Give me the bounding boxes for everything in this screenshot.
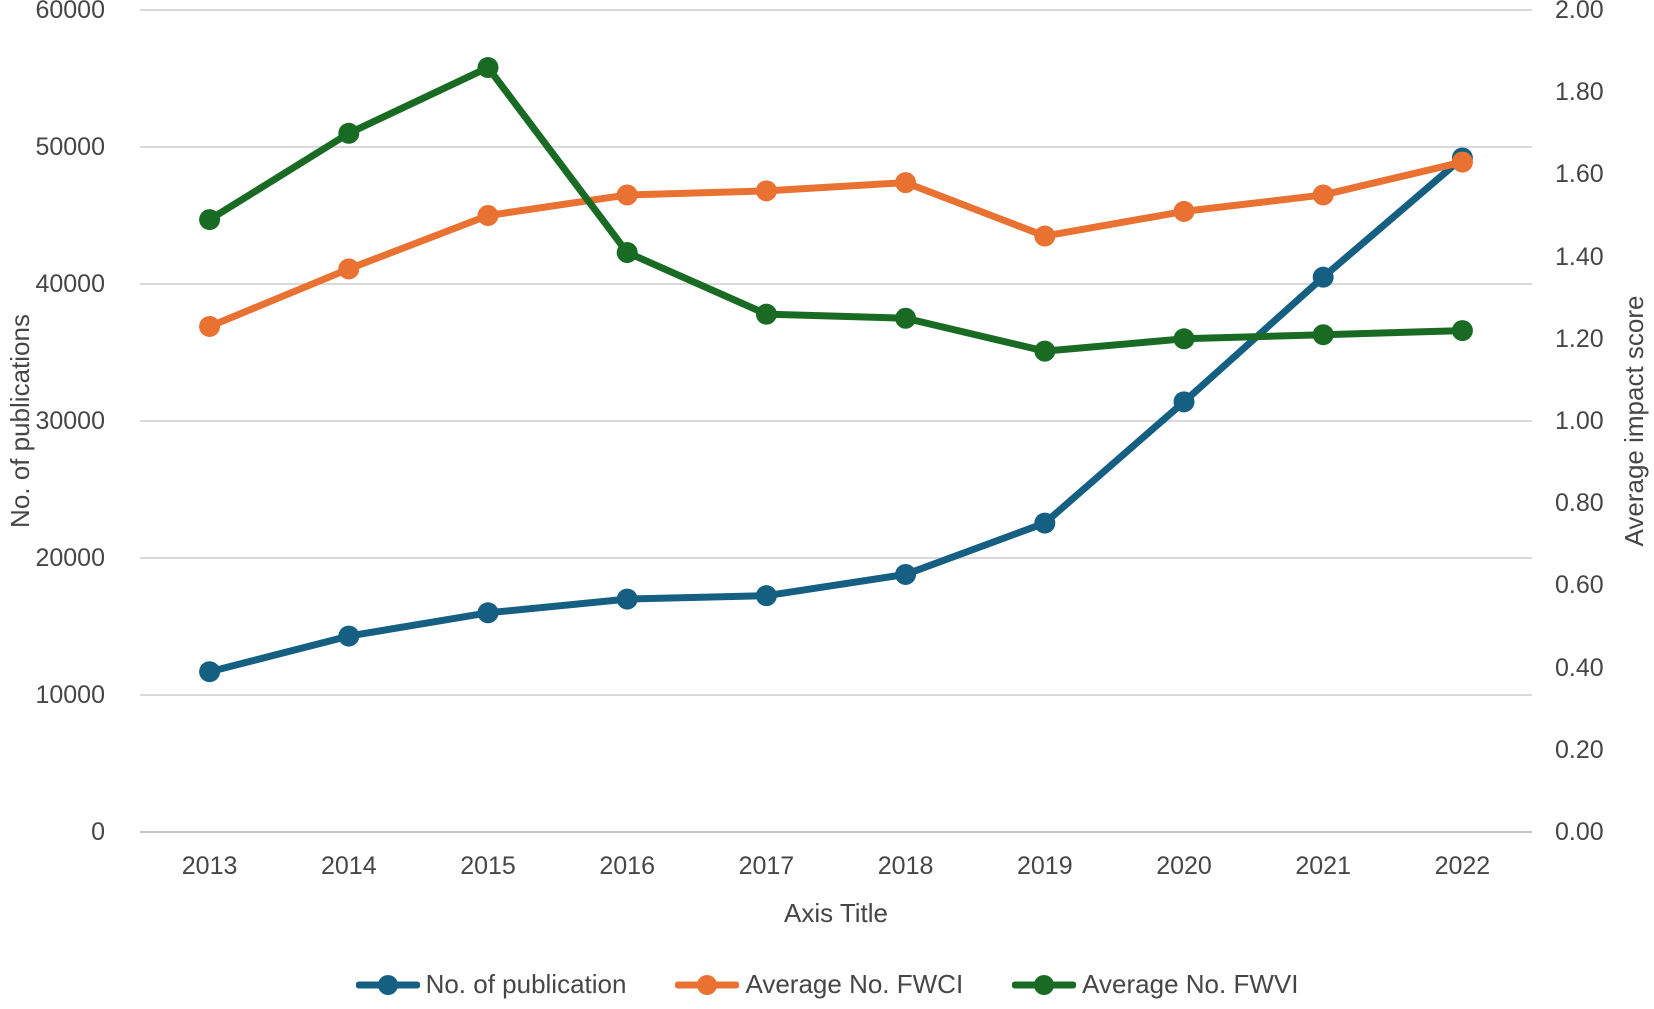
y-left-tick-label: 10000 [35, 681, 105, 709]
y-right-tick-label: 0.00 [1555, 818, 1604, 846]
y-right-tick-label: 0.20 [1555, 735, 1604, 764]
data-point [755, 303, 777, 325]
legend-item-label: Average No. FWCI [745, 969, 964, 999]
data-point [1312, 324, 1334, 346]
x-tick-label: 2019 [1016, 852, 1073, 880]
data-point [338, 258, 360, 280]
y-right-tick-label: 1.60 [1555, 160, 1604, 189]
data-point [616, 588, 638, 610]
legend-item: Average No. FWVI [1012, 969, 1298, 1000]
data-point [1312, 266, 1334, 288]
data-point [1451, 151, 1473, 173]
data-point [1173, 200, 1195, 222]
data-point [1173, 328, 1195, 350]
legend-item-label: No. of publication [425, 969, 627, 999]
y-right-tick-label: 1.40 [1555, 242, 1604, 271]
legend-item: Average No. FWCI [675, 969, 963, 1000]
legend-marker-icon [1012, 974, 1077, 995]
x-tick-label: 2013 [181, 852, 238, 880]
data-point [895, 307, 917, 329]
x-axis-title: Axis Title [783, 898, 889, 928]
x-tick-label: 2021 [1295, 852, 1351, 880]
data-point [199, 661, 221, 683]
y-left-tick-label: 50000 [35, 133, 105, 161]
y-right-tick-label: 0.40 [1555, 653, 1604, 682]
x-tick-label: 2017 [738, 852, 795, 880]
legend-item-label: Average No. FWVI [1082, 969, 1299, 999]
data-point [338, 122, 360, 144]
legend-marker-icon [355, 974, 420, 995]
data-point [616, 241, 638, 263]
data-point [199, 209, 221, 231]
y-left-tick-label: 30000 [35, 407, 105, 435]
data-point [1173, 391, 1195, 413]
data-point [755, 180, 777, 202]
data-point [1034, 340, 1056, 362]
data-point [1034, 225, 1056, 247]
y-right-tick-label: 0.80 [1555, 489, 1604, 518]
data-point [477, 205, 499, 226]
data-point [477, 57, 499, 79]
data-point [199, 315, 221, 337]
x-tick-label: 2018 [877, 852, 934, 880]
x-tick-label: 2016 [599, 852, 655, 880]
y-left-tick-label: 40000 [35, 270, 105, 298]
y-right-tick-label: 2.00 [1555, 0, 1604, 24]
x-tick-label: 2014 [320, 852, 377, 880]
legend-marker-icon [675, 974, 740, 995]
data-point [1034, 512, 1056, 534]
series-line-average-no-fwci [206, 158, 1466, 330]
data-point [616, 184, 638, 206]
y-left-tick-label: 20000 [35, 544, 105, 572]
y-right-tick-label: 0.60 [1555, 571, 1604, 600]
series-line-no-of-publication [206, 154, 1466, 676]
data-point [1451, 320, 1473, 342]
data-point [895, 563, 917, 585]
x-tick-label: 2020 [1156, 852, 1212, 880]
x-tick-label: 2015 [460, 852, 516, 880]
x-tick-label: 2022 [1434, 852, 1491, 880]
y-right-tick-label: 1.20 [1555, 324, 1604, 353]
data-point [755, 585, 777, 607]
data-point [477, 602, 499, 624]
data-point [895, 172, 917, 194]
y-left-tick-label: 60000 [35, 0, 105, 24]
data-point [338, 625, 360, 647]
legend-item: No. of publication [355, 969, 627, 1000]
y-right-tick-label: 1.00 [1555, 407, 1604, 435]
legend: No. of publication Average No. FWCI Averag… [0, 969, 1654, 1000]
series-line-average-no-fwvi [206, 64, 1466, 355]
data-point [1312, 184, 1334, 206]
y-left-tick-label: 0 [91, 818, 105, 846]
y-right-tick-label: 1.80 [1555, 78, 1604, 107]
